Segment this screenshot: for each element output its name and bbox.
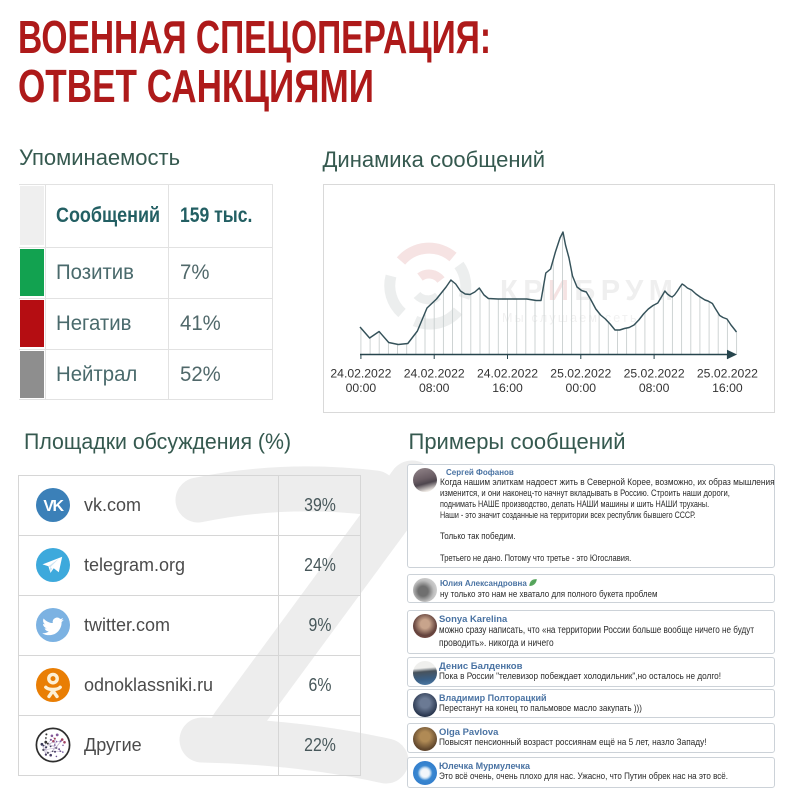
svg-text:КРИБРУМ: КРИБРУМ <box>500 275 678 307</box>
svg-text:Мы слушаем сеть: Мы слушаем сеть <box>502 311 639 325</box>
svg-text:25.02.2022: 25.02.2022 <box>550 367 611 381</box>
svg-text:VK: VK <box>43 498 64 515</box>
svg-text:00:00: 00:00 <box>346 381 377 395</box>
svg-text:24.02.2022: 24.02.2022 <box>404 367 465 381</box>
svg-text:08:00: 08:00 <box>639 381 670 395</box>
svg-text:08:00: 08:00 <box>419 381 450 395</box>
svg-text:25.02.2022: 25.02.2022 <box>624 367 685 381</box>
svg-text:24.02.2022: 24.02.2022 <box>330 367 391 381</box>
svg-text:24.02.2022: 24.02.2022 <box>477 367 538 381</box>
svg-text:00:00: 00:00 <box>566 381 597 395</box>
svg-text:16:00: 16:00 <box>712 381 743 395</box>
svg-text:25.02.2022: 25.02.2022 <box>697 367 758 381</box>
svg-text:16:00: 16:00 <box>492 381 523 395</box>
